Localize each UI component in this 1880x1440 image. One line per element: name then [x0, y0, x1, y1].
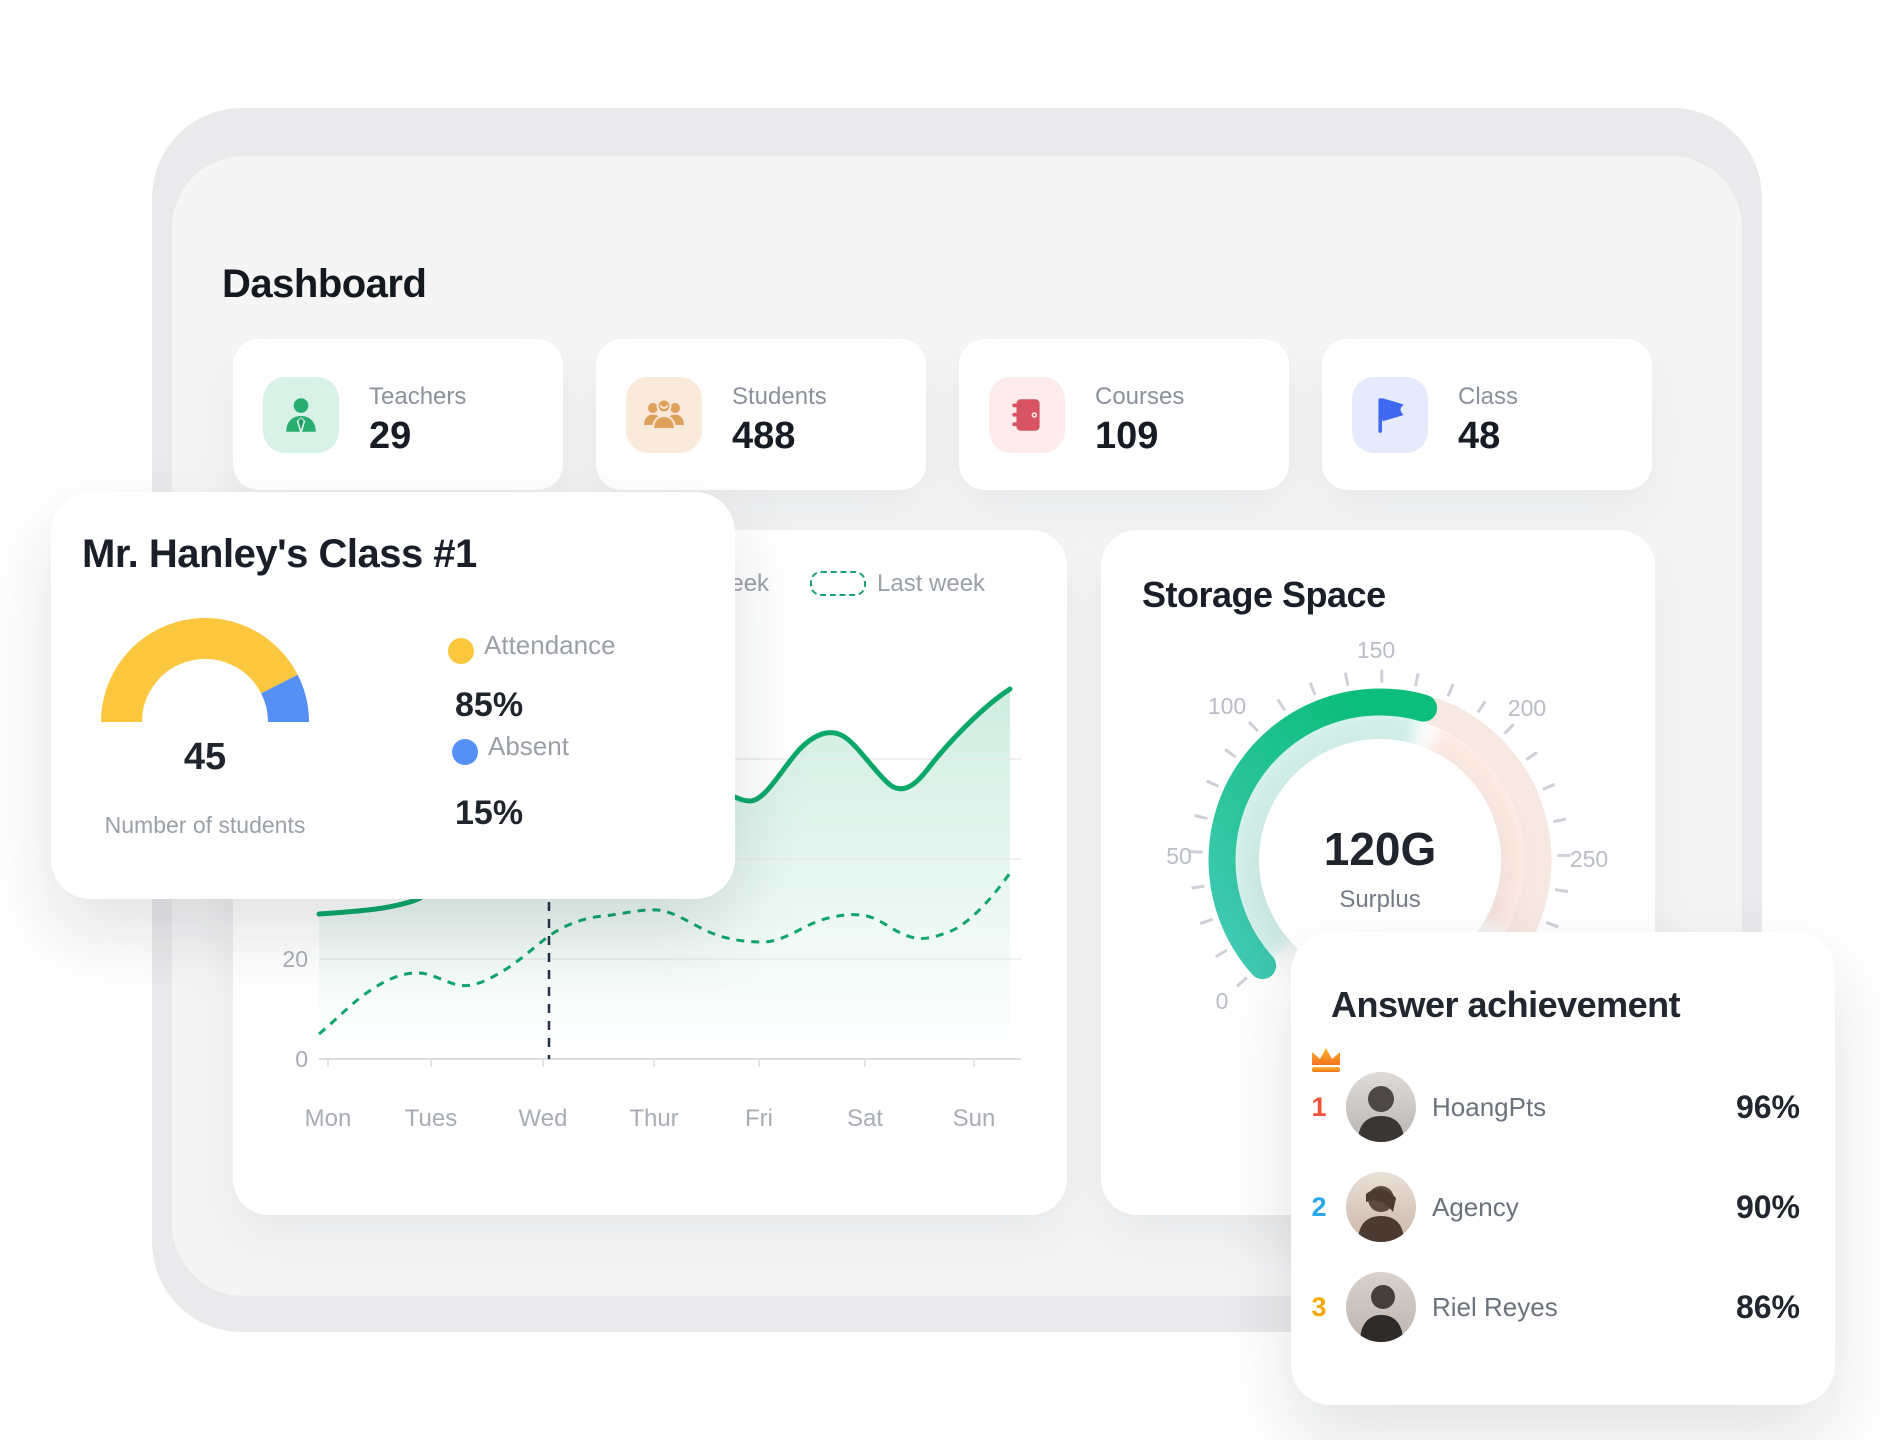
stat-card-students[interactable]: Students 488 — [596, 339, 926, 490]
stat-value: 109 — [1095, 415, 1159, 457]
axis-ticks — [327, 1059, 975, 1067]
svg-text:20: 20 — [282, 946, 308, 972]
svg-text:250: 250 — [1570, 846, 1608, 872]
stat-label: Students — [732, 383, 827, 410]
svg-text:Tues: Tues — [405, 1105, 457, 1132]
gauge-rest-glow — [1424, 719, 1533, 937]
absent-dot — [452, 739, 478, 765]
svg-text:0: 0 — [295, 1046, 308, 1072]
storage-value: 120G — [1323, 823, 1437, 875]
stat-label: Class — [1458, 383, 1519, 410]
absent-label: Absent — [488, 731, 569, 761]
stat-label: Courses — [1095, 383, 1185, 410]
page-title: Dashboard — [222, 262, 427, 306]
stat-value: 488 — [732, 415, 796, 457]
stat-label: Teachers — [369, 383, 467, 410]
attendance-gauge — [101, 618, 309, 723]
svg-text:Thur: Thur — [629, 1105, 678, 1132]
rank-number: 3 — [1311, 1292, 1327, 1322]
achievement-row[interactable]: 1 HoangPts 96% — [1291, 1048, 1835, 1142]
attendance-value: 85% — [455, 686, 524, 724]
stat-card-courses[interactable]: Courses 109 — [959, 339, 1289, 490]
achiever-name: Riel Reyes — [1432, 1292, 1558, 1322]
svg-text:200: 200 — [1508, 695, 1546, 721]
rank-number: 2 — [1311, 1192, 1327, 1222]
stat-card-teachers[interactable]: Teachers 29 — [233, 339, 563, 490]
svg-text:50: 50 — [1166, 843, 1192, 869]
gauge-rest-arc — [1420, 698, 1552, 971]
answer-achievement-card: Answer achievement 1 HoangPts 96% 2 Agen… — [1291, 932, 1835, 1405]
achiever-score: 96% — [1735, 1089, 1800, 1125]
achievement-row[interactable]: 3 Riel Reyes 86% — [1291, 1272, 1835, 1342]
achievement-row[interactable]: 2 Agency 90% — [1291, 1172, 1835, 1242]
achiever-score: 90% — [1735, 1189, 1800, 1225]
stat-value: 48 — [1458, 415, 1501, 457]
storage-caption: Surplus — [1339, 886, 1421, 913]
svg-text:Wed: Wed — [519, 1105, 568, 1132]
svg-text:Sat: Sat — [847, 1105, 883, 1132]
class-summary-card: Mr. Hanley's Class #1 45 Number of stude… — [51, 492, 735, 899]
storage-gauge: 0 50 100 150 200 250 — [1166, 637, 1608, 1014]
teacher-icon — [263, 377, 339, 453]
storage-title: Storage Space — [1142, 574, 1386, 615]
gauge-value-glow — [1227, 707, 1422, 962]
flag-icon — [1352, 377, 1428, 453]
notebook-icon — [989, 377, 1065, 453]
absent-value: 15% — [455, 794, 524, 832]
achiever-name: Agency — [1432, 1192, 1519, 1222]
students-count: 45 — [183, 736, 227, 778]
svg-text:Mon: Mon — [305, 1105, 352, 1132]
gauge-attendance-segment — [101, 618, 298, 723]
avatar — [1346, 1072, 1416, 1142]
students-icon — [626, 377, 702, 453]
attendance-label: Attendance — [484, 630, 616, 660]
svg-text:Sun: Sun — [953, 1105, 996, 1132]
last-week-line — [318, 872, 1012, 1036]
achiever-name: HoangPts — [1432, 1092, 1547, 1122]
avatar — [1346, 1172, 1416, 1242]
achiever-score: 86% — [1735, 1289, 1800, 1325]
gauge-scale-labels: 0 50 100 150 200 250 — [1166, 637, 1608, 1014]
students-caption: Number of students — [104, 812, 306, 838]
svg-text:0: 0 — [1216, 988, 1229, 1014]
legend-label-last-week[interactable]: Last week — [877, 570, 986, 597]
achievement-title: Answer achievement — [1331, 984, 1681, 1025]
gauge-absent-segment — [260, 674, 309, 723]
x-axis-labels: Mon Tues Wed Thur Fri Sat Sun — [305, 1105, 996, 1132]
stat-value: 29 — [369, 415, 412, 457]
svg-text:150: 150 — [1357, 637, 1395, 663]
gauge-value-arc — [1208, 688, 1438, 980]
legend-swatch-last-week[interactable] — [810, 571, 866, 596]
crown-icon — [1312, 1048, 1340, 1072]
rank-number: 1 — [1311, 1092, 1327, 1122]
attendance-dot — [448, 638, 474, 664]
svg-text:Fri: Fri — [745, 1105, 773, 1132]
svg-text:100: 100 — [1208, 693, 1246, 719]
class-card-title: Mr. Hanley's Class #1 — [82, 532, 477, 576]
stat-card-class[interactable]: Class 48 — [1322, 339, 1652, 490]
avatar — [1346, 1272, 1416, 1342]
